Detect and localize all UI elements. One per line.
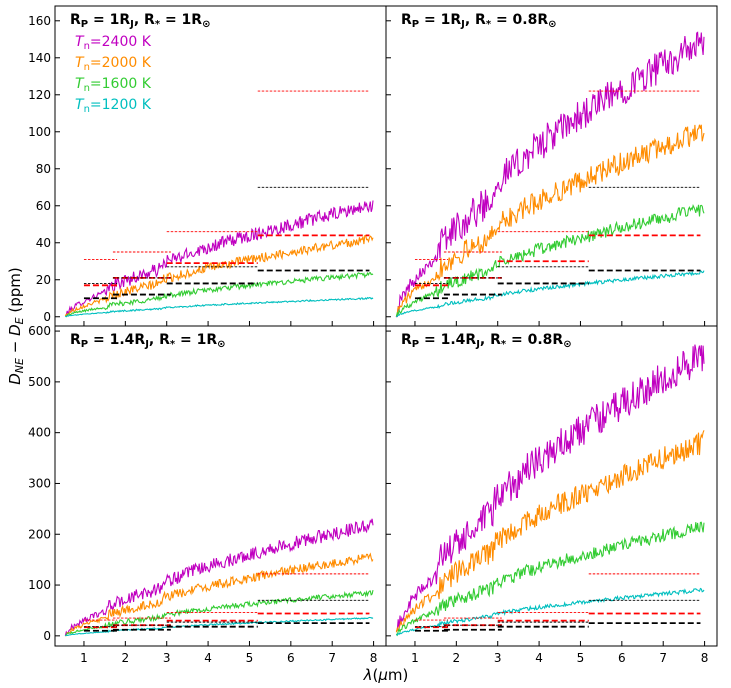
series-line-1200k	[396, 269, 705, 318]
series-line-2000k	[64, 234, 374, 317]
x-tick-label: 3	[494, 651, 502, 665]
x-tick-label: 8	[370, 651, 378, 665]
series-line-1600k	[65, 271, 374, 318]
series-line-1200k	[396, 587, 705, 636]
x-tick-label: 1	[80, 651, 88, 665]
legend-entry-1200: Tn=1200 K	[75, 97, 152, 115]
axes-frame	[385, 325, 718, 647]
x-axis-label: λ(μm)	[363, 666, 409, 684]
panel-bottom-left: 1 2 3 4 5 6 7 8 0 100 200 300 400 500 600 RP = 1.4RJ, …	[28, 324, 387, 665]
panel-title: RP = 1RJ, R* = 1R⊙	[70, 12, 210, 30]
x-tick-label: 7	[659, 651, 667, 665]
y-tick-label: 300	[28, 476, 51, 490]
x-tick-label: 8	[701, 651, 709, 665]
y-tick-label: 160	[28, 14, 51, 28]
legend-entry-2000: Tn=2000 K	[75, 55, 152, 73]
y-tick-label: 100	[28, 125, 51, 139]
legend: Tn=2400 K Tn=2000 K Tn=1600 K Tn=1200 K	[75, 34, 152, 115]
x-tick-label: 4	[204, 651, 212, 665]
panel-top-left: 0 20 40 60 80 100 120 140 160 RP = 1RJ, R* = 1R⊙…	[28, 5, 387, 327]
panel-top-right: RP = 1RJ, R* = 0.8R⊙	[385, 5, 718, 327]
y-tick-label: 20	[36, 273, 51, 287]
y-tick-label: 80	[36, 162, 51, 176]
y-tick-label: 400	[28, 426, 51, 440]
y-tick-label: 140	[28, 51, 51, 65]
panel-title: RP = 1RJ, R* = 0.8R⊙	[401, 12, 557, 30]
x-tick-label: 5	[577, 651, 585, 665]
panel-bottom-right: 1 2 3 4 5 6 7 8 RP = 1.4RJ, R* = 0.8R⊙	[385, 325, 718, 665]
x-tick-label: 7	[328, 651, 336, 665]
panel-title: RP = 1.4RJ, R* = 1R⊙	[70, 332, 226, 350]
series-line-2400k	[396, 31, 705, 318]
x-tick-label: 3	[163, 651, 171, 665]
x-tick-label: 6	[287, 651, 295, 665]
x-tick-label: 4	[535, 651, 543, 665]
series-line-2400k	[64, 518, 374, 636]
y-tick-label: 120	[28, 88, 51, 102]
series-line-1600k	[395, 521, 705, 637]
series-line-2000k	[395, 124, 705, 317]
y-tick-label: 40	[36, 236, 51, 250]
y-tick-label: 0	[43, 629, 51, 643]
x-tick-label: 6	[618, 651, 626, 665]
y-tick-label: 500	[28, 375, 51, 389]
legend-entry-2400: Tn=2400 K	[75, 34, 152, 52]
series-line-1600k	[64, 589, 374, 637]
series-line-1200k	[65, 296, 374, 318]
y-tick-label: 60	[36, 199, 51, 213]
x-tick-label: 1	[411, 651, 419, 665]
series-line-1600k	[395, 203, 705, 317]
y-tick-label: 600	[28, 324, 51, 338]
x-tick-label: 5	[246, 651, 254, 665]
y-tick-label: 200	[28, 527, 51, 541]
series-line-2000k	[65, 552, 374, 637]
y-tick-label: 0	[43, 310, 51, 324]
y-axis-label: DNE − DE (ppm)	[6, 267, 26, 385]
panel-title: RP = 1.4RJ, R* = 0.8R⊙	[401, 332, 572, 350]
series-line-2000k	[395, 430, 705, 633]
legend-entry-1600: Tn=1600 K	[75, 76, 152, 94]
x-tick-label: 2	[122, 651, 130, 665]
y-tick-label: 100	[28, 578, 51, 592]
series-line-2400k	[395, 344, 705, 632]
x-tick-label: 2	[453, 651, 461, 665]
